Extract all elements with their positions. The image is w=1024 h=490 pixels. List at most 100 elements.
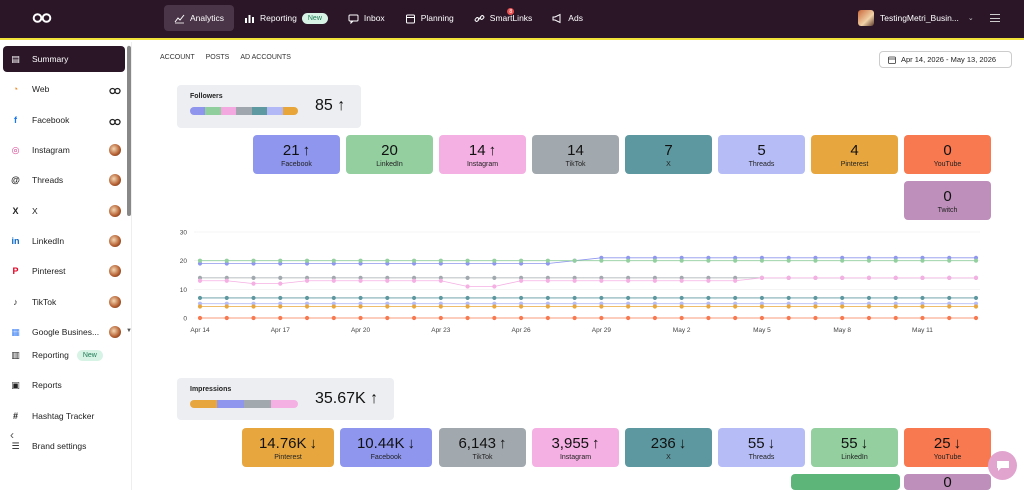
data-point[interactable] — [278, 258, 283, 263]
data-point[interactable] — [652, 278, 657, 283]
nav-planning[interactable]: Planning — [395, 5, 464, 31]
data-point[interactable] — [626, 304, 631, 309]
sidebar-scrollbar[interactable] — [127, 46, 131, 216]
data-point[interactable] — [545, 295, 550, 301]
data-point[interactable] — [304, 278, 310, 283]
data-point[interactable] — [385, 258, 390, 263]
data-point[interactable] — [759, 315, 765, 321]
data-point[interactable] — [599, 278, 604, 283]
data-point[interactable] — [973, 315, 979, 321]
data-point[interactable] — [920, 275, 925, 280]
nav-reporting[interactable]: Reporting New — [234, 5, 338, 31]
data-point[interactable] — [385, 304, 390, 309]
data-point[interactable] — [947, 304, 952, 309]
sidebar-item-linkedin[interactable]: in LinkedIn — [3, 228, 125, 254]
data-point[interactable] — [866, 295, 872, 301]
data-point[interactable] — [331, 315, 336, 321]
data-point[interactable] — [626, 315, 631, 321]
data-point[interactable] — [331, 258, 336, 263]
data-point[interactable] — [465, 258, 470, 263]
data-point[interactable] — [358, 304, 363, 309]
metric-card-pinterest[interactable]: 14.76K ↓ Pinterest — [242, 428, 334, 467]
data-point[interactable] — [599, 304, 604, 309]
data-point[interactable] — [438, 278, 443, 283]
data-point[interactable] — [278, 315, 283, 321]
data-point[interactable] — [304, 295, 310, 301]
data-point[interactable] — [759, 258, 765, 263]
data-point[interactable] — [572, 258, 577, 263]
metric-card-linkedin[interactable]: 55 ↓ LinkedIn — [811, 428, 898, 467]
data-point[interactable] — [840, 258, 845, 263]
data-point[interactable] — [813, 315, 818, 321]
sidebar-item-brand-settings[interactable]: ☰ Brand settings — [3, 433, 125, 459]
data-point[interactable] — [840, 315, 845, 321]
sidebar-item-google-busines[interactable]: ▦ Google Busines... — [3, 319, 125, 345]
data-point[interactable] — [545, 278, 550, 283]
data-point[interactable] — [786, 304, 791, 309]
data-point[interactable] — [197, 304, 203, 309]
data-point[interactable] — [706, 278, 711, 283]
data-point[interactable] — [465, 295, 470, 301]
data-point[interactable] — [947, 315, 952, 321]
data-point[interactable] — [813, 295, 818, 301]
data-point[interactable] — [679, 278, 684, 283]
data-point[interactable] — [545, 315, 550, 321]
data-point[interactable] — [358, 315, 363, 321]
sidebar-item-threads[interactable]: @ Threads — [3, 167, 125, 193]
data-point[interactable] — [813, 304, 818, 309]
data-point[interactable] — [866, 315, 872, 321]
data-point[interactable] — [251, 258, 256, 263]
data-point[interactable] — [679, 315, 684, 321]
data-point[interactable] — [358, 258, 363, 263]
scroll-down-icon[interactable]: ▼ — [126, 328, 132, 334]
data-point[interactable] — [733, 258, 738, 263]
account-switcher[interactable]: TestingMetri_Busin... ⌄ — [858, 10, 974, 26]
data-point[interactable] — [920, 304, 925, 309]
metric-card-item[interactable]: 0 — [904, 474, 991, 490]
data-point[interactable] — [251, 281, 256, 286]
data-point[interactable] — [519, 315, 524, 321]
sidebar-item-instagram[interactable]: ◎ Instagram — [3, 137, 125, 163]
data-point[interactable] — [840, 275, 845, 280]
sidebar-item-hashtag-tracker[interactable]: # Hashtag Tracker — [3, 403, 125, 429]
data-point[interactable] — [652, 295, 657, 301]
data-point[interactable] — [626, 295, 631, 301]
sidebar-item-facebook[interactable]: f Facebook — [3, 107, 125, 133]
data-point[interactable] — [304, 315, 310, 321]
data-point[interactable] — [331, 295, 336, 301]
data-point[interactable] — [813, 258, 818, 263]
sidebar-item-reporting[interactable]: ▥ Reporting New — [3, 342, 125, 368]
metric-card-item[interactable] — [791, 474, 900, 490]
chat-button[interactable] — [988, 451, 1017, 480]
metric-card-x[interactable]: 236 ↓ X — [625, 428, 712, 467]
data-point[interactable] — [278, 275, 283, 280]
data-point[interactable] — [599, 315, 604, 321]
data-point[interactable] — [465, 304, 470, 309]
sidebar-item-reports[interactable]: ▣ Reports — [3, 372, 125, 398]
data-point[interactable] — [813, 275, 818, 280]
data-point[interactable] — [519, 304, 524, 309]
data-point[interactable] — [786, 295, 791, 301]
data-point[interactable] — [251, 315, 256, 321]
data-point[interactable] — [947, 258, 952, 263]
metric-card-twitch[interactable]: 0 Twitch — [904, 181, 991, 220]
data-point[interactable] — [733, 295, 738, 301]
data-point[interactable] — [197, 278, 203, 283]
tab-posts[interactable]: POSTS — [205, 54, 230, 61]
data-point[interactable] — [947, 295, 952, 301]
data-point[interactable] — [973, 258, 979, 263]
data-point[interactable] — [224, 258, 229, 263]
metric-card-threads[interactable]: 5 Threads — [718, 135, 805, 174]
data-point[interactable] — [679, 258, 684, 263]
data-point[interactable] — [866, 275, 872, 280]
data-point[interactable] — [786, 315, 791, 321]
data-point[interactable] — [572, 278, 577, 283]
data-point[interactable] — [652, 315, 657, 321]
data-point[interactable] — [973, 304, 979, 309]
data-point[interactable] — [465, 275, 470, 280]
menu-icon[interactable] — [990, 14, 1000, 22]
metric-card-linkedin[interactable]: 20 LinkedIn — [346, 135, 433, 174]
data-point[interactable] — [920, 295, 925, 301]
data-point[interactable] — [438, 258, 443, 263]
nav-analytics[interactable]: Analytics — [164, 5, 235, 31]
